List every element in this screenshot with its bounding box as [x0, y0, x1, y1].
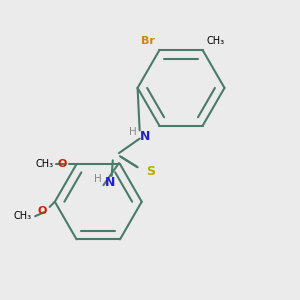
- Text: H: H: [128, 128, 136, 137]
- Text: S: S: [146, 165, 155, 178]
- Text: N: N: [104, 176, 115, 189]
- Text: O: O: [37, 206, 46, 216]
- Text: CH₃: CH₃: [14, 211, 32, 221]
- Text: CH₃: CH₃: [207, 36, 225, 46]
- Text: N: N: [140, 130, 150, 143]
- Text: CH₃: CH₃: [36, 159, 54, 169]
- Text: Br: Br: [141, 36, 155, 46]
- Text: O: O: [58, 159, 67, 169]
- Text: H: H: [94, 174, 102, 184]
